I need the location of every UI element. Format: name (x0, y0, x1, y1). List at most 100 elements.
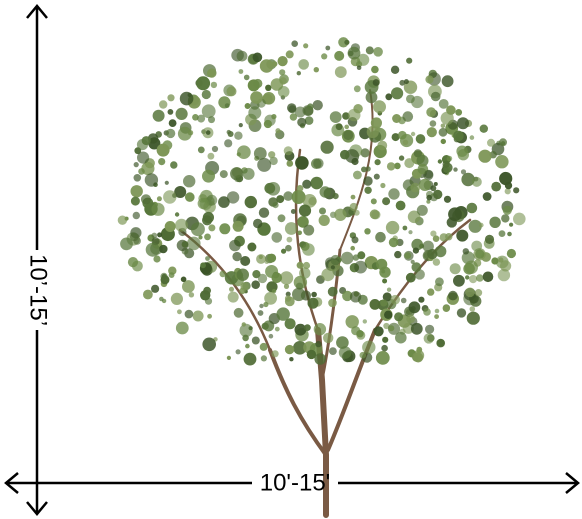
leaf (440, 123, 446, 129)
leaf (442, 160, 450, 168)
leaf (224, 271, 239, 285)
leaf (285, 50, 294, 59)
leaf (281, 248, 287, 254)
leaf (460, 169, 467, 175)
leaf (500, 260, 512, 272)
leaf (230, 167, 244, 181)
leaf (325, 45, 331, 51)
leaf (283, 283, 290, 289)
leaf (259, 303, 264, 309)
leaf (351, 236, 359, 244)
leaf (177, 309, 182, 315)
leaf (238, 69, 244, 74)
leaf (403, 79, 409, 85)
leaf (335, 123, 343, 131)
leaf (248, 106, 262, 120)
leaf (157, 232, 163, 238)
leaf (448, 290, 458, 301)
leaf (276, 307, 290, 321)
leaf (302, 179, 312, 189)
leaf (504, 181, 513, 190)
leaf (307, 297, 319, 309)
leaf (258, 207, 270, 218)
leaf (224, 103, 230, 108)
leaf (438, 127, 448, 137)
leaf (284, 222, 298, 235)
leaf (321, 53, 328, 60)
leaf (350, 194, 356, 200)
leaf (349, 291, 362, 303)
leaf (239, 323, 253, 337)
leaf (443, 195, 452, 203)
leaf (271, 288, 277, 294)
leaf (380, 299, 388, 307)
leaf (376, 258, 388, 270)
leaf (461, 172, 475, 187)
leaf (153, 255, 161, 263)
leaf (227, 291, 239, 303)
leaf (499, 171, 513, 186)
leaf (306, 349, 317, 360)
leaf (405, 272, 416, 283)
leaf (297, 216, 309, 228)
leaf (390, 65, 400, 75)
leaf (432, 235, 440, 242)
leaf (437, 159, 443, 164)
leaf (475, 249, 485, 259)
leaf (234, 131, 243, 140)
leaf (422, 240, 434, 252)
leaf (284, 318, 296, 330)
leaf (390, 294, 401, 305)
leaf (469, 275, 478, 284)
leaf (362, 340, 376, 354)
leaf (457, 117, 469, 130)
leaf (156, 196, 162, 202)
leaf (224, 139, 233, 148)
leaf (264, 291, 277, 305)
leaf (240, 256, 251, 266)
leaf (138, 168, 145, 175)
leaf (395, 200, 406, 211)
leaf (271, 350, 279, 358)
leaf (250, 91, 263, 104)
leaf (404, 252, 412, 259)
leaf (347, 108, 361, 122)
leaf (329, 111, 342, 123)
leaf (295, 156, 309, 170)
foliage (117, 37, 526, 366)
leaf (363, 176, 373, 186)
leaf (264, 182, 276, 194)
leaf (373, 173, 380, 180)
leaf (343, 130, 354, 141)
leaf (347, 46, 361, 60)
leaf (399, 79, 406, 86)
leaf (464, 260, 478, 274)
leaf (391, 133, 400, 142)
leaf (453, 167, 458, 172)
leaf (252, 52, 263, 63)
leaf (321, 268, 335, 282)
leaf (170, 292, 183, 305)
leaf (283, 191, 294, 201)
leaf (373, 47, 383, 57)
leaf (482, 271, 494, 283)
leaf (388, 188, 400, 200)
leaf (344, 124, 350, 130)
height-label: 10’-15’ (25, 254, 52, 326)
leaf (394, 250, 402, 259)
leaf (233, 307, 244, 318)
leaf (291, 40, 299, 47)
leaf (165, 128, 176, 139)
leaf (394, 312, 404, 322)
leaf (398, 130, 407, 140)
dimension-lines (4, 4, 580, 516)
width-label: 10'-15' (260, 469, 331, 496)
leaf (151, 202, 165, 216)
leaf (294, 323, 307, 336)
leaf (304, 324, 311, 331)
leaf (210, 81, 218, 89)
leaf (208, 116, 215, 124)
leaf (330, 254, 341, 266)
leaf (416, 204, 428, 216)
leaf (433, 189, 443, 200)
